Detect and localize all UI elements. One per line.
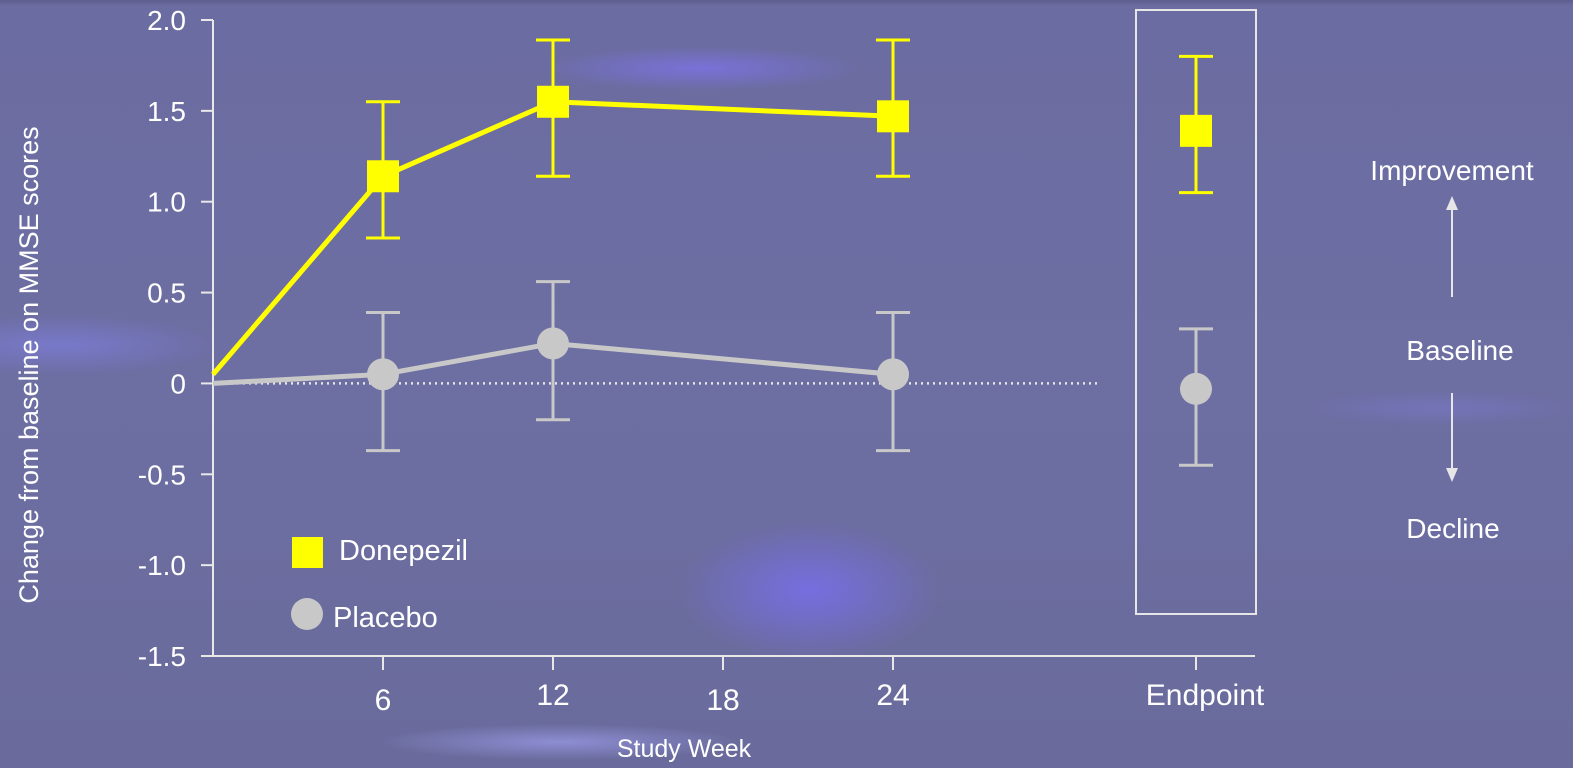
- placebo-endpoint-point: [1180, 372, 1212, 405]
- x-tick-label: 18: [706, 684, 739, 717]
- endpoint-box: [1135, 9, 1257, 615]
- donepezil-line: [211, 99, 894, 376]
- legend-placebo-label: Placebo: [333, 602, 438, 634]
- series-layer: [211, 38, 910, 453]
- direction-annotations: Improvement Baseline Decline: [1370, 155, 1534, 544]
- y-axis-label: Change from baseline on MMSE scores: [14, 126, 44, 603]
- series-placebo: [212, 280, 910, 453]
- improvement-arrow-head: [1446, 196, 1458, 210]
- y-tick-label: 1.5: [147, 96, 186, 127]
- placebo-line: [212, 340, 894, 386]
- legend-donepezil-marker: [292, 537, 323, 568]
- y-tick-label: 2.0: [147, 5, 186, 36]
- y-tick-label: 0: [170, 368, 186, 399]
- y-tick-label: -1.0: [138, 550, 186, 581]
- donepezil-endpoint-point: [1180, 114, 1212, 147]
- x-tick-label: 12: [536, 679, 569, 712]
- legend-donepezil-label: Donepezil: [339, 535, 468, 567]
- baseline-label: Baseline: [1406, 335, 1513, 366]
- donepezil-point: [537, 85, 569, 118]
- legend: Donepezil Placebo: [291, 535, 468, 634]
- placebo-point: [877, 358, 909, 391]
- x-tick-label-endpoint: Endpoint: [1146, 679, 1265, 712]
- placebo-point: [537, 327, 569, 360]
- x-axis-label: Study Week: [617, 735, 752, 763]
- decline-label: Decline: [1406, 513, 1499, 544]
- y-tick-label: 1.0: [147, 187, 186, 218]
- donepezil-point: [877, 100, 909, 133]
- improvement-label: Improvement: [1370, 155, 1534, 186]
- decline-arrow-head: [1446, 468, 1458, 482]
- series-donepezil: [211, 38, 910, 376]
- placebo-point: [367, 358, 399, 391]
- endpoint-panel: [1135, 9, 1257, 615]
- legend-placebo-marker: [291, 598, 323, 630]
- x-tick-label: 6: [375, 684, 392, 717]
- axes: 2.0 1.5 1.0 0.5 0 -0.5 -1.0 -1.5 6 12 18 24 Endpoint: [138, 5, 1265, 717]
- y-tick-label: 0.5: [147, 278, 186, 309]
- y-tick-label: -1.5: [138, 641, 186, 672]
- donepezil-point: [367, 160, 399, 193]
- x-tick-label: 24: [876, 679, 909, 712]
- y-tick-label: -0.5: [138, 459, 186, 490]
